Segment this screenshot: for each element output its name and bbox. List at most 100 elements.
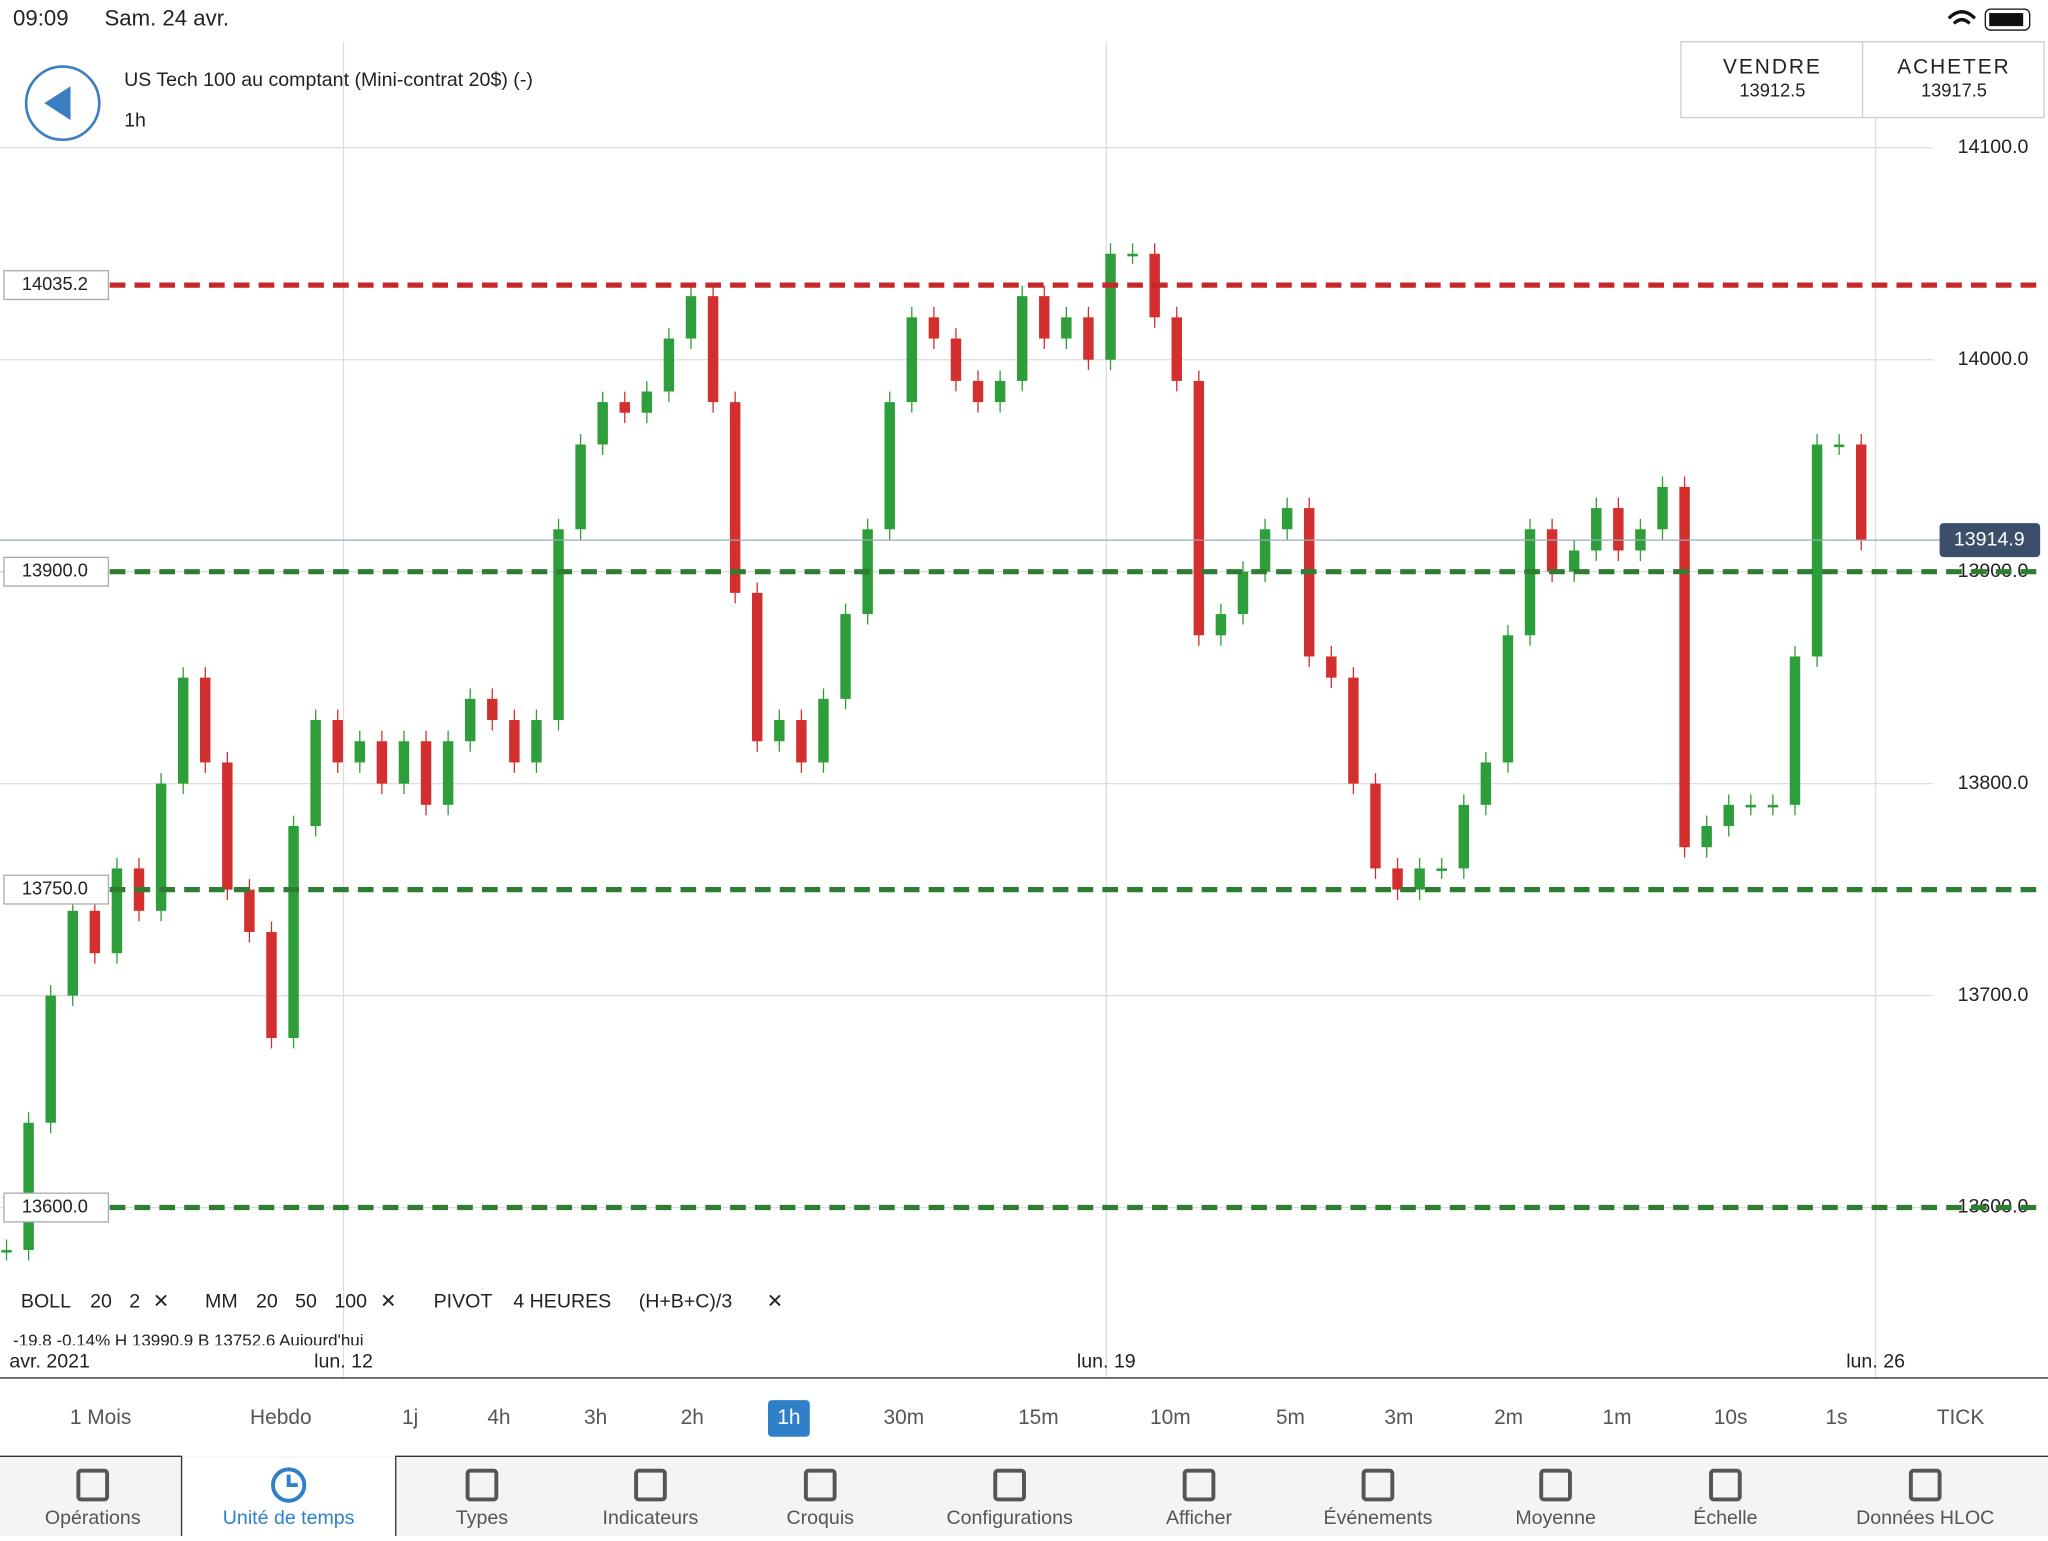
price-info: -19.8 -0.14% H 13990.9 B 13752.6 Aujourd… bbox=[13, 1331, 363, 1350]
y-tick-label: 13900.0 bbox=[1958, 560, 2029, 582]
timeframe[interactable]: 1m bbox=[1602, 1406, 1631, 1429]
toolbar-item[interactable]: Indicateurs bbox=[603, 1507, 699, 1529]
candle bbox=[1348, 677, 1359, 784]
candle bbox=[1392, 868, 1403, 890]
timeframe[interactable]: 10m bbox=[1150, 1406, 1191, 1429]
remove[interactable]: ✕ bbox=[153, 1290, 169, 1312]
candle bbox=[1061, 317, 1072, 339]
candle bbox=[1039, 296, 1050, 339]
candle bbox=[1, 1249, 12, 1253]
battery-level bbox=[1989, 13, 2024, 27]
toolbar-item[interactable]: Unité de temps bbox=[223, 1507, 355, 1529]
toolbar-item[interactable]: Moyenne bbox=[1515, 1507, 1596, 1529]
candle bbox=[509, 720, 520, 763]
current-price: 13914.9 bbox=[1954, 528, 2025, 550]
timeframe[interactable]: 4h bbox=[487, 1406, 510, 1429]
timeframe[interactable]: 1s bbox=[1825, 1406, 1847, 1429]
icon bbox=[1539, 1468, 1572, 1502]
candle bbox=[67, 910, 78, 996]
buy-label[interactable]: ACHETER bbox=[1897, 55, 2010, 78]
candle bbox=[1215, 614, 1227, 636]
timeframe[interactable]: 2m bbox=[1494, 1406, 1523, 1429]
y-tick-label: 13800.0 bbox=[1958, 772, 2029, 794]
candle bbox=[200, 677, 211, 763]
boll-period: 20 bbox=[90, 1290, 112, 1312]
mm-100: 100 bbox=[334, 1290, 367, 1312]
toolbar-item[interactable]: Types bbox=[456, 1507, 508, 1529]
y-tick-label: 13600.0 bbox=[1958, 1196, 2029, 1218]
timeframe[interactable]: 10s bbox=[1714, 1406, 1748, 1429]
candle bbox=[663, 338, 675, 392]
candle bbox=[1304, 508, 1315, 657]
candle bbox=[685, 296, 697, 339]
candle bbox=[1237, 571, 1249, 615]
y-tick-label: 14000.0 bbox=[1958, 348, 2029, 370]
candle bbox=[972, 380, 984, 403]
remove[interactable]: ✕ bbox=[767, 1290, 783, 1312]
candle bbox=[575, 444, 586, 530]
timeframe[interactable]: 3m bbox=[1384, 1406, 1413, 1429]
battery bbox=[1984, 8, 2031, 31]
timeframe[interactable]: 15m bbox=[1018, 1406, 1059, 1429]
timeframe[interactable]: 30m bbox=[884, 1406, 925, 1429]
candle bbox=[1546, 529, 1558, 572]
toolbar-item[interactable]: Croquis bbox=[787, 1507, 855, 1529]
candle bbox=[1193, 380, 1205, 636]
candle bbox=[45, 995, 56, 1123]
boll-dev: 2 bbox=[129, 1290, 140, 1312]
mm-50: 50 bbox=[295, 1290, 317, 1312]
interval: 1h bbox=[124, 110, 146, 132]
candle bbox=[1833, 444, 1845, 448]
candle bbox=[1171, 317, 1182, 381]
toolbar-item[interactable]: Échelle bbox=[1693, 1506, 1757, 1529]
timeframe[interactable]: 1 Mois bbox=[70, 1406, 131, 1429]
icon bbox=[76, 1468, 110, 1502]
candle bbox=[1723, 804, 1734, 827]
y-tick-label: 14100.0 bbox=[1958, 136, 2029, 158]
remove[interactable]: ✕ bbox=[380, 1290, 396, 1312]
candle bbox=[464, 698, 476, 742]
candle bbox=[774, 720, 785, 742]
candle bbox=[1127, 253, 1138, 257]
timeframe[interactable]: Hebdo bbox=[250, 1406, 312, 1429]
pivot-formula: (H+B+C)/3 bbox=[639, 1290, 733, 1312]
sell-price[interactable]: 13912.5 bbox=[1739, 79, 1805, 100]
toolbar-items: Opérations Unité de temps Types Indicateurs… bbox=[45, 1467, 1994, 1529]
candle bbox=[1811, 444, 1823, 657]
pivot-label: 13750.0 bbox=[22, 877, 88, 898]
toolbar-item[interactable]: Données HLOC bbox=[1856, 1507, 1994, 1529]
candle bbox=[354, 741, 366, 763]
candle bbox=[1105, 253, 1116, 360]
candle bbox=[1281, 508, 1293, 530]
y-tick-label: 13700.0 bbox=[1958, 984, 2029, 1006]
timeframe[interactable]: 2h bbox=[681, 1406, 704, 1429]
candle bbox=[553, 529, 564, 721]
back-arrow bbox=[44, 86, 71, 121]
candle bbox=[840, 614, 851, 699]
timeframe[interactable]: 1j bbox=[402, 1406, 418, 1429]
toolbar-item[interactable]: Opérations bbox=[45, 1507, 141, 1529]
candle bbox=[244, 889, 255, 932]
candle bbox=[1613, 508, 1624, 551]
buy-price[interactable]: 13917.5 bbox=[1921, 79, 1987, 100]
timeframe[interactable]: 5m bbox=[1276, 1406, 1305, 1429]
toolbar-item[interactable]: Événements bbox=[1324, 1506, 1433, 1529]
candle bbox=[1480, 762, 1492, 805]
current-tag bbox=[1939, 523, 2041, 558]
candle bbox=[641, 391, 653, 413]
candle bbox=[288, 826, 299, 1038]
candle bbox=[906, 317, 918, 403]
x-label: avr. 2021 bbox=[9, 1350, 90, 1372]
wifi bbox=[1947, 10, 1977, 25]
candle bbox=[1701, 826, 1712, 848]
candle bbox=[1789, 656, 1801, 805]
timeframe[interactable]: TICK bbox=[1937, 1406, 1985, 1429]
toolbar-item[interactable]: Configurations bbox=[947, 1507, 1073, 1529]
boll: BOLL bbox=[21, 1290, 71, 1312]
plot: avr. 2021 lun. 12 lun. 19 lun. 26 14100.0 140… bbox=[0, 41, 2041, 1378]
timeframe[interactable]: 1h bbox=[777, 1406, 800, 1429]
sell-label[interactable]: VENDRE bbox=[1723, 55, 1822, 78]
toolbar-item[interactable]: Afficher bbox=[1166, 1507, 1232, 1529]
timeframe[interactable]: 3h bbox=[584, 1406, 607, 1429]
x-label: lun. 19 bbox=[1077, 1350, 1136, 1372]
